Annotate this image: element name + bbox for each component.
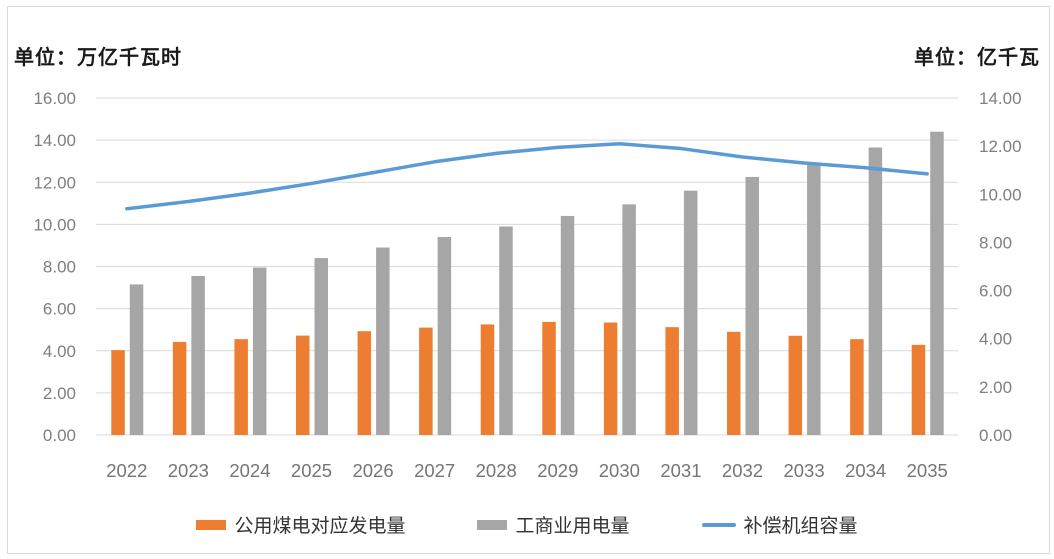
industrial-consumption-legend-swatch [477, 519, 508, 530]
legend-item-industrial-commercial-consumption: 工商业用电量 [477, 511, 630, 538]
left-axis-tick-16: 16.00 [33, 89, 76, 108]
x-axis-label-2031: 2031 [660, 460, 701, 481]
bar-industrial-commercial-consumption-2024 [252, 267, 267, 435]
left-axis-tick-2: 2.00 [43, 384, 76, 403]
right-axis-tick-8: 8.00 [979, 233, 1012, 252]
bar-coal-generation-2027 [419, 327, 433, 435]
bar-coal-generation-2025 [296, 335, 310, 435]
left-axis-unit-title: 单位：万亿千瓦时 [14, 47, 182, 69]
bar-coal-generation-2034 [850, 339, 864, 435]
bar-coal-generation-2030 [603, 322, 618, 435]
coal-generation-legend-swatch [196, 519, 227, 530]
right-axis-unit-title: 单位：亿千瓦 [914, 47, 1040, 69]
x-axis-label-2026: 2026 [352, 460, 393, 481]
industrial-consumption-legend-label: 工商业用电量 [515, 516, 630, 537]
bar-industrial-commercial-consumption-2028 [499, 226, 513, 435]
x-axis-label-2025: 2025 [291, 460, 332, 481]
right-axis-tick-0: 0.00 [979, 426, 1012, 445]
left-axis-tick-8: 8.00 [43, 258, 76, 277]
bar-coal-generation-2023 [172, 341, 187, 435]
right-axis-tick-14: 14.00 [979, 89, 1022, 108]
bar-industrial-commercial-consumption-2031 [683, 190, 698, 435]
x-axis-label-2032: 2032 [722, 460, 763, 481]
bar-coal-generation-2032 [727, 331, 741, 435]
right-axis-tick-4: 4.00 [979, 330, 1012, 349]
bar-industrial-commercial-consumption-2033 [807, 163, 821, 435]
right-axis-tick-2: 2.00 [979, 378, 1012, 397]
left-axis-tick-6: 6.00 [43, 300, 76, 319]
right-axis-tick-6: 6.00 [979, 282, 1012, 301]
x-axis-label-2023: 2023 [168, 460, 209, 481]
legend-item-compensation-unit-capacity: 补偿机组容量 [701, 511, 858, 538]
x-axis-label-2024: 2024 [229, 460, 270, 481]
bar-coal-generation-2024 [234, 339, 248, 435]
x-axis-label-2027: 2027 [414, 460, 455, 481]
bar-industrial-commercial-consumption-2026 [376, 247, 390, 435]
left-axis-tick-14: 14.00 [33, 131, 76, 150]
bar-industrial-commercial-consumption-2022 [129, 284, 144, 435]
x-axis-label-2033: 2033 [783, 460, 824, 481]
line-compensation-unit-capacity [125, 141, 929, 211]
x-axis-label-2028: 2028 [476, 460, 517, 481]
left-axis-tick-10: 10.00 [33, 215, 76, 234]
x-axis-label-2034: 2034 [845, 460, 886, 481]
bar-coal-generation-2035 [911, 344, 926, 435]
legend-item-coal-generation: 公用煤电对应发电量 [196, 511, 405, 538]
bar-industrial-commercial-consumption-2029 [560, 215, 575, 435]
x-axis-label-2035: 2035 [907, 460, 948, 481]
bar-industrial-commercial-consumption-2027 [437, 237, 452, 435]
bar-industrial-commercial-consumption-2025 [314, 258, 328, 435]
bar-industrial-commercial-consumption-2035 [930, 131, 944, 435]
coal-generation-legend-label: 公用煤电对应发电量 [234, 516, 406, 537]
bar-coal-generation-2033 [788, 335, 803, 435]
bar-industrial-commercial-consumption-2030 [622, 204, 636, 435]
bar-coal-generation-2022 [111, 350, 125, 435]
left-axis-tick-4: 4.00 [43, 342, 76, 361]
left-axis-tick-12: 12.00 [33, 173, 76, 192]
x-axis-label-2022: 2022 [106, 460, 147, 481]
bar-coal-generation-2029 [542, 321, 556, 435]
bar-coal-generation-2028 [480, 324, 495, 435]
bar-industrial-commercial-consumption-2032 [745, 176, 759, 435]
x-axis-label-2029: 2029 [537, 460, 578, 481]
chart-legend: 公用煤电对应发电量 工商业用电量 补偿机组容量 [0, 511, 1054, 538]
unit-capacity-legend-label: 补偿机组容量 [743, 516, 858, 537]
bar-industrial-commercial-consumption-2034 [868, 147, 883, 435]
left-axis-tick-0: 0.00 [43, 426, 76, 445]
right-axis-tick-12: 12.00 [979, 137, 1022, 156]
x-axis-label-2030: 2030 [599, 460, 640, 481]
bar-coal-generation-2026 [357, 331, 372, 435]
bar-coal-generation-2031 [665, 327, 679, 435]
right-axis-tick-10: 10.00 [979, 185, 1022, 204]
bar-industrial-commercial-consumption-2023 [191, 275, 205, 435]
unit-capacity-legend-line-swatch [701, 522, 736, 527]
